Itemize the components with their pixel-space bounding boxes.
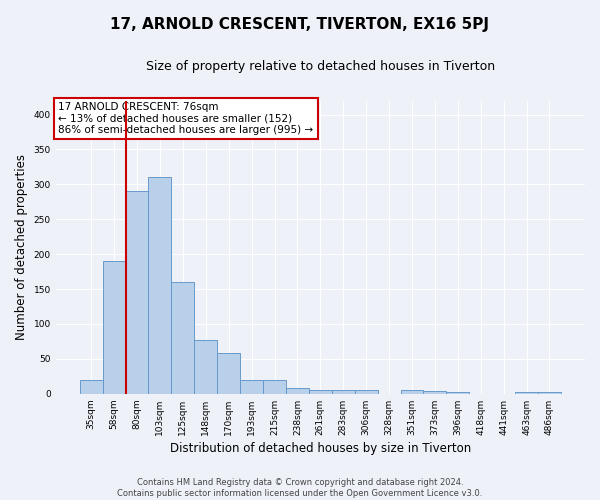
Bar — [286, 388, 309, 394]
Bar — [217, 354, 240, 394]
Bar — [240, 380, 263, 394]
Bar — [401, 390, 424, 394]
Bar — [263, 380, 286, 394]
Bar — [125, 192, 148, 394]
Bar — [424, 391, 446, 394]
Bar — [538, 392, 561, 394]
Title: Size of property relative to detached houses in Tiverton: Size of property relative to detached ho… — [146, 60, 495, 73]
Bar — [172, 282, 194, 394]
Bar — [309, 390, 332, 394]
X-axis label: Distribution of detached houses by size in Tiverton: Distribution of detached houses by size … — [170, 442, 471, 455]
Text: 17 ARNOLD CRESCENT: 76sqm
← 13% of detached houses are smaller (152)
86% of semi: 17 ARNOLD CRESCENT: 76sqm ← 13% of detac… — [58, 102, 313, 135]
Bar — [80, 380, 103, 394]
Text: 17, ARNOLD CRESCENT, TIVERTON, EX16 5PJ: 17, ARNOLD CRESCENT, TIVERTON, EX16 5PJ — [110, 18, 490, 32]
Bar — [515, 392, 538, 394]
Bar — [355, 390, 377, 394]
Bar — [103, 261, 125, 394]
Bar — [194, 340, 217, 394]
Text: Contains HM Land Registry data © Crown copyright and database right 2024.
Contai: Contains HM Land Registry data © Crown c… — [118, 478, 482, 498]
Y-axis label: Number of detached properties: Number of detached properties — [15, 154, 28, 340]
Bar — [446, 392, 469, 394]
Bar — [148, 178, 172, 394]
Bar — [332, 390, 355, 394]
